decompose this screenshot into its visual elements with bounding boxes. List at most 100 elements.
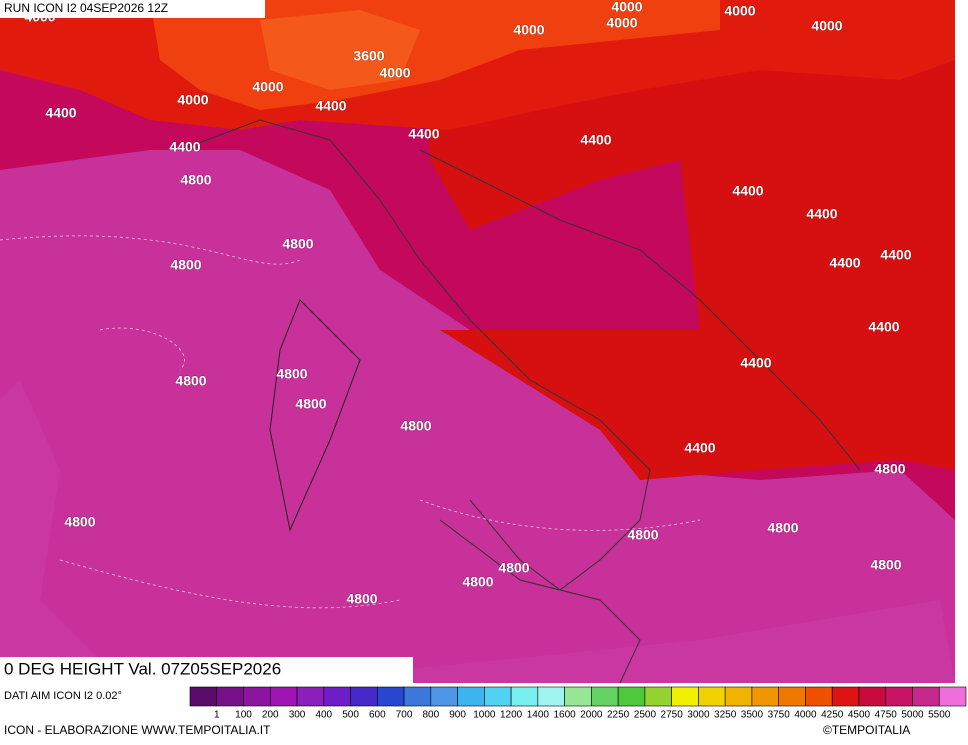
copyright: ©TEMPOITALIA <box>823 723 910 737</box>
contour-label: 4000 <box>611 0 642 15</box>
contour-label: 4800 <box>282 236 313 252</box>
colorbar: 1 100 200 300 400 500 600 700 800 900 1000 1200 1400… <box>189 686 967 721</box>
contour-label: 4400 <box>880 247 911 263</box>
contour-label: 4800 <box>276 366 307 382</box>
contour-label: 4000 <box>252 79 283 95</box>
footer-title: 0 DEG HEIGHT Val. 07Z05SEP2026 <box>4 659 281 678</box>
colorbar-swatch <box>885 686 913 707</box>
contour-label: 4400 <box>169 139 200 155</box>
colorbar-swatch <box>216 686 244 707</box>
colorbar-swatch <box>430 686 458 707</box>
colorbar-swatch <box>243 686 271 707</box>
colorbar-label: 2500 <box>634 710 657 721</box>
contour-label: 4000 <box>606 15 637 31</box>
colorbar-label: 3500 <box>741 710 764 721</box>
contour-label: 4800 <box>175 373 206 389</box>
colorbar-swatch <box>457 686 485 707</box>
colorbar-label: 2250 <box>607 710 630 721</box>
colorbar-label: 3000 <box>687 710 710 721</box>
colorbar-swatch <box>323 686 351 707</box>
contour-label: 4400 <box>806 206 837 222</box>
contour-label: 4800 <box>400 418 431 434</box>
colorbar-swatch <box>296 686 325 707</box>
colorbar-swatch <box>189 686 218 707</box>
contour-label: 4800 <box>64 514 95 530</box>
colorbar-swatch <box>377 686 405 707</box>
colorbar-label: 4500 <box>848 710 871 721</box>
contour-label: 4800 <box>295 396 326 412</box>
colorbar-swatch <box>671 686 699 707</box>
colorbar-label: 700 <box>396 710 413 721</box>
contour-label: 4400 <box>829 255 860 271</box>
colorbar-swatch <box>778 686 806 707</box>
colorbar-label: 5000 <box>901 710 924 721</box>
colorbar-swatch <box>484 686 512 707</box>
colorbar-swatch <box>751 686 779 707</box>
colorbar-swatch <box>724 686 753 707</box>
colorbar-label: 800 <box>422 710 439 721</box>
colorbar-label: 600 <box>369 710 386 721</box>
contour-label: 4400 <box>580 132 611 148</box>
colorbar-label: 300 <box>289 710 306 721</box>
contour-label: 4800 <box>870 557 901 573</box>
colorbar-label: 5500 <box>928 710 951 721</box>
source: DATI AIM ICON I2 0.02° <box>4 690 122 702</box>
contour-label: 4000 <box>379 65 410 81</box>
colorbar-label: 1400 <box>527 710 550 721</box>
colorbar-swatch <box>938 686 967 707</box>
colorbar-label: 900 <box>449 710 466 721</box>
colorbar-label: 400 <box>315 710 332 721</box>
contour-label: 4400 <box>684 440 715 456</box>
contour-label: 4800 <box>767 520 798 536</box>
contour-label: 4800 <box>627 527 658 543</box>
colorbar-swatch <box>403 686 432 707</box>
contour-label: 4400 <box>408 126 439 142</box>
contour-label: 4000 <box>811 18 842 34</box>
colorbar-swatch <box>350 686 378 707</box>
colorbar-label: 4750 <box>875 710 898 721</box>
contour-label: 4800 <box>170 257 201 273</box>
contour-label: 4000 <box>177 92 208 108</box>
colorbar-swatch <box>564 686 592 707</box>
contour-label: 4000 <box>724 3 755 19</box>
colorbar-label: 500 <box>342 710 359 721</box>
contour-label: 4400 <box>315 98 346 114</box>
colorbar-swatch <box>537 686 565 707</box>
colorbar-swatch <box>805 686 833 707</box>
colorbar-swatch <box>591 686 619 707</box>
colorbar-label: 4000 <box>794 710 817 721</box>
contour-label: 4000 <box>513 22 544 38</box>
colorbar-label: 1200 <box>500 710 523 721</box>
contour-label: 4800 <box>180 172 211 188</box>
contour-label: 4800 <box>498 560 529 576</box>
colorbar-label: 1000 <box>473 710 496 721</box>
header-title: RUN ICON I2 04SEP2026 12Z <box>4 1 168 15</box>
contour-label: 4400 <box>868 319 899 335</box>
contour-label: 4800 <box>462 574 493 590</box>
colorbar-swatch <box>831 686 860 707</box>
colorbar-label: 1 <box>214 710 220 721</box>
colorbar-label: 2000 <box>580 710 603 721</box>
colorbar-label: 2750 <box>661 710 684 721</box>
credit: ICON - ELABORAZIONE WWW.TEMPOITALIA.IT <box>4 723 271 737</box>
colorbar-swatch <box>510 686 539 707</box>
colorbar-swatch <box>858 686 887 707</box>
contour-label: 4400 <box>740 355 771 371</box>
colorbar-label: 3250 <box>714 710 737 721</box>
colorbar-swatch <box>912 686 940 707</box>
colorbar-label: 200 <box>262 710 279 721</box>
contour-label: 4400 <box>45 105 76 121</box>
colorbar-label: 3750 <box>768 710 791 721</box>
contour-label: 4800 <box>346 591 377 607</box>
header-box <box>0 0 265 18</box>
footer-box <box>0 657 413 683</box>
colorbar-swatch <box>698 686 726 707</box>
colorbar-label: 4250 <box>821 710 844 721</box>
contour-labels: 4000400040004000400040004000400040003600… <box>24 0 912 607</box>
map-background <box>0 0 955 684</box>
colorbar-swatch <box>644 686 672 707</box>
colorbar-label: 100 <box>235 710 252 721</box>
contour-label: 4400 <box>732 183 763 199</box>
